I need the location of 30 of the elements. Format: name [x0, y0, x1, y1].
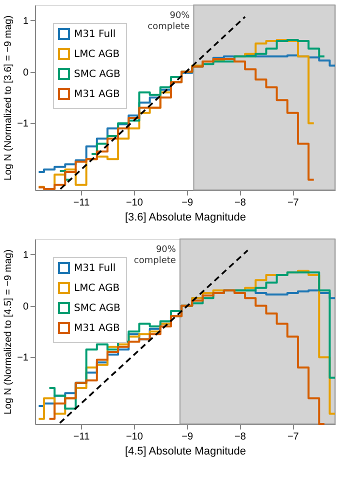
legend-label: M31 AGB [74, 323, 120, 334]
y-tick-label: −1 [17, 118, 29, 130]
legend-label: SMC AGB [74, 69, 121, 80]
y-tick-label: 0 [22, 301, 29, 312]
x-tick-label: −7 [287, 432, 300, 442]
x-axis-title: [4.5] Absolute Magnitude [124, 446, 246, 458]
x-tick-label: −11 [73, 198, 90, 208]
legend-label: M31 Full [74, 263, 116, 274]
y-tick-label: 1 [22, 250, 29, 261]
band-label: 90% complete [148, 11, 190, 32]
x-tick-label: −11 [73, 432, 90, 442]
y-tick-label: 0 [22, 67, 29, 78]
legend-label: M31 AGB [74, 89, 120, 100]
x-tick-label: −9 [182, 432, 194, 442]
x-tick-label: −7 [287, 198, 300, 208]
legend-label: LMC AGB [74, 283, 120, 294]
x-tick-label: −10 [126, 432, 144, 442]
x-tick-label: −10 [126, 198, 144, 208]
legend-label: LMC AGB [74, 49, 120, 60]
x-tick-label: −9 [182, 198, 194, 208]
legend-label: M31 Full [74, 29, 116, 40]
x-tick-label: −8 [234, 198, 246, 208]
x-axis-title: [3.6] Absolute Magnitude [124, 212, 246, 224]
x-tick-label: −8 [234, 432, 246, 442]
y-axis-title: Log N (Normalized to [4.5] = −9 mag) [3, 249, 14, 415]
y-tick-label: −1 [17, 352, 29, 364]
y-axis-title: Log N (Normalized to [3.6] = −9 mag) [3, 15, 14, 181]
band-label: 90% complete [134, 245, 176, 266]
y-tick-label: 1 [22, 16, 29, 27]
legend-label: SMC AGB [74, 303, 121, 314]
